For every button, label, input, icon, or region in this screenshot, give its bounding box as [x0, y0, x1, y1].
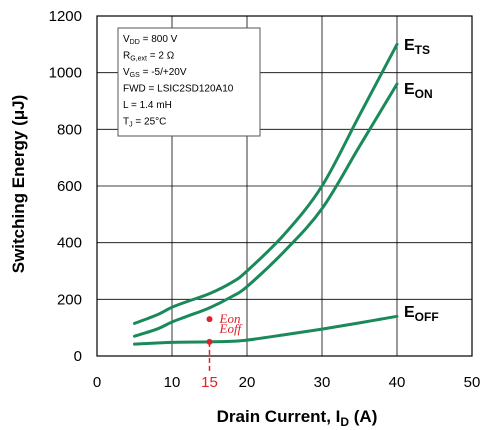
y-tick-label: 800: [57, 121, 82, 138]
series-line-on: [133, 82, 399, 338]
series-label-ts: ETS: [404, 37, 430, 57]
x-tick-label: 50: [464, 374, 480, 391]
test-conditions-box: VDD = 800 V RG,ext = 2 Ω VGS = -5/+20V FWD …: [117, 27, 261, 137]
condition-line: L = 1.4 mH: [123, 100, 172, 111]
series-label-on: EON: [404, 81, 433, 101]
series-labels: ETS EON EOFF: [404, 37, 439, 324]
condition-line: RG,ext = 2 Ω: [123, 51, 175, 63]
tick-labels: 0 10 15 20 30 40 50 0 200 400 600 800 1000 1200: [49, 8, 480, 391]
x-tick-label: 20: [239, 374, 256, 391]
condition-line: FWD = LSIC2SD120A10: [123, 84, 234, 95]
annotation-label: Eoff: [219, 321, 244, 336]
annotation-label: Eon: [219, 311, 241, 326]
series-line-off: [133, 314, 399, 346]
y-tick-label: 0: [74, 348, 82, 365]
y-tick-label: 600: [57, 178, 82, 195]
y-tick-label: 200: [57, 291, 82, 308]
plot-frame: [96, 15, 473, 357]
annotation-dot: [206, 338, 213, 345]
annotation-dot: [206, 316, 213, 323]
x-tick-label: 0: [93, 374, 101, 391]
condition-line: VGS = -5/+20V: [123, 67, 187, 79]
series-lines: [133, 42, 399, 346]
series-label-off: EOFF: [404, 304, 439, 324]
x-tick-label: 30: [314, 374, 331, 391]
condition-line: TJ = 25°C: [123, 117, 166, 129]
y-axis-title: Switching Energy (μJ): [9, 95, 28, 274]
x-axis-title: Drain Current, ID (A): [217, 407, 378, 429]
series-line-ts: [133, 42, 399, 325]
x-tick-label: 40: [389, 374, 406, 391]
condition-line: VDD = 800 V: [123, 34, 178, 46]
y-tick-label: 1000: [49, 65, 82, 82]
y-tick-label: 400: [57, 235, 82, 252]
x-tick-label: 15: [201, 374, 218, 391]
x-tick-label: 10: [164, 374, 181, 391]
conditions-frame: [117, 27, 261, 137]
y-tick-label: 1200: [49, 8, 82, 25]
